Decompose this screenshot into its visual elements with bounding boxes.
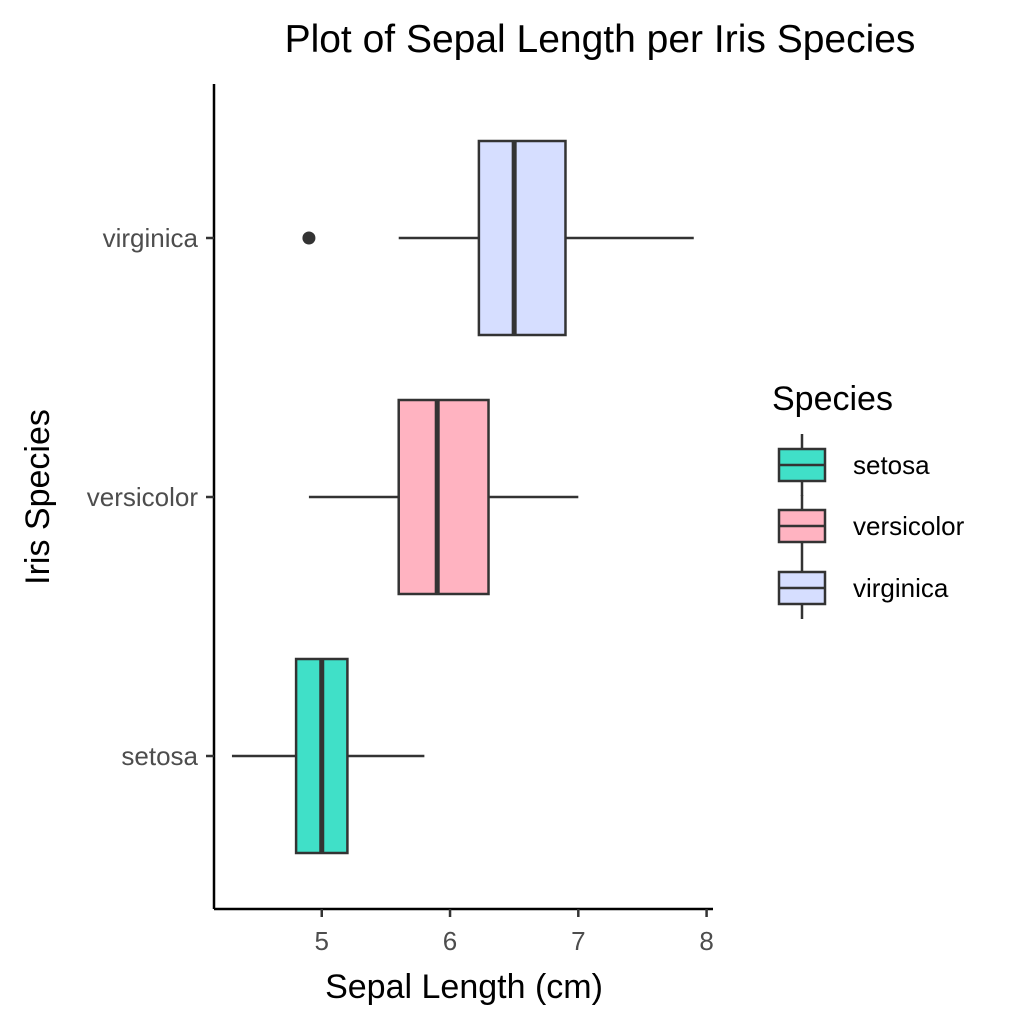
legend-label-virginica: virginica <box>853 573 949 603</box>
x-tick-label-8: 8 <box>699 926 713 956</box>
legend-item-virginica: virginica <box>777 557 949 619</box>
box-setosa <box>231 657 425 855</box>
legend-item-versicolor: versicolor <box>777 495 965 557</box>
legend-label-setosa: setosa <box>853 450 930 480</box>
legend-label-versicolor: versicolor <box>853 511 965 541</box>
plot-area <box>231 139 694 855</box>
chart-title: Plot of Sepal Length per Iris Species <box>285 18 916 61</box>
legend: Species setosa versicolor virginica <box>772 380 965 619</box>
x-tick-label-7: 7 <box>571 926 585 956</box>
y-tick-label-virginica: virginica <box>103 223 199 253</box>
iqr-box-virginica <box>477 139 567 337</box>
outlier-point-virginica-0 <box>302 231 316 245</box>
x-tick-label-6: 6 <box>443 926 457 956</box>
y-axis-title: Iris Species <box>19 409 57 585</box>
x-axis-ticks: 5 6 7 8 <box>315 909 714 956</box>
x-axis-title: Sepal Length (cm) <box>325 968 603 1006</box>
box-versicolor <box>308 398 579 596</box>
box-virginica <box>302 139 694 337</box>
legend-title: Species <box>772 380 893 418</box>
y-tick-label-versicolor: versicolor <box>87 482 199 512</box>
y-tick-label-setosa: setosa <box>121 741 198 771</box>
y-axis-ticks: setosa versicolor virginica <box>87 223 214 771</box>
legend-item-setosa: setosa <box>777 434 930 496</box>
x-tick-label-5: 5 <box>315 926 329 956</box>
iqr-box-versicolor <box>397 398 490 596</box>
